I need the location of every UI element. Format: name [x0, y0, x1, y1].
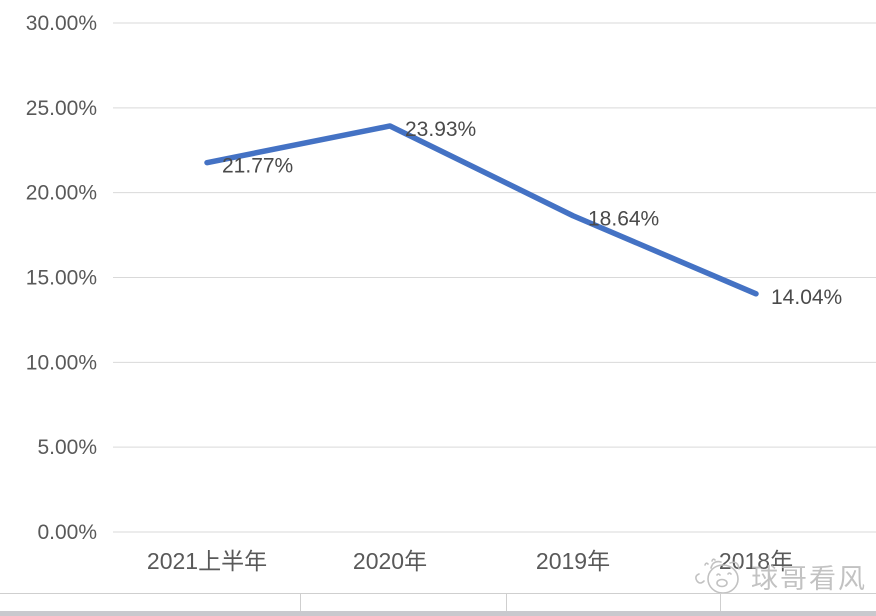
data-point-label: 21.77%	[222, 155, 293, 178]
x-axis-label: 2018年	[719, 548, 793, 574]
bottom-scrollbar-strip	[0, 611, 876, 616]
data-point-label: 18.64%	[588, 208, 659, 231]
spreadsheet-cell-divider	[506, 593, 507, 611]
data-point-label: 23.93%	[405, 118, 476, 141]
series-line	[204, 123, 759, 297]
data-point-label: 14.04%	[771, 286, 842, 309]
x-axis-label: 2021上半年	[147, 548, 267, 574]
y-axis-tick-label: 30.00%	[26, 12, 97, 35]
y-axis-tick-label: 15.00%	[26, 267, 97, 290]
x-axis-label: 2019年	[536, 548, 610, 574]
spreadsheet-cell-divider	[300, 593, 301, 611]
spreadsheet-row-border	[0, 593, 876, 594]
y-axis-tick-label: 5.00%	[37, 436, 97, 459]
y-axis-tick-label: 20.00%	[26, 182, 97, 205]
y-axis-tick-label: 25.00%	[26, 97, 97, 120]
x-axis-label: 2020年	[353, 548, 427, 574]
y-axis-tick-label: 0.00%	[37, 521, 97, 544]
spreadsheet-cell-divider	[720, 593, 721, 611]
y-axis-tick-label: 10.00%	[26, 351, 97, 374]
